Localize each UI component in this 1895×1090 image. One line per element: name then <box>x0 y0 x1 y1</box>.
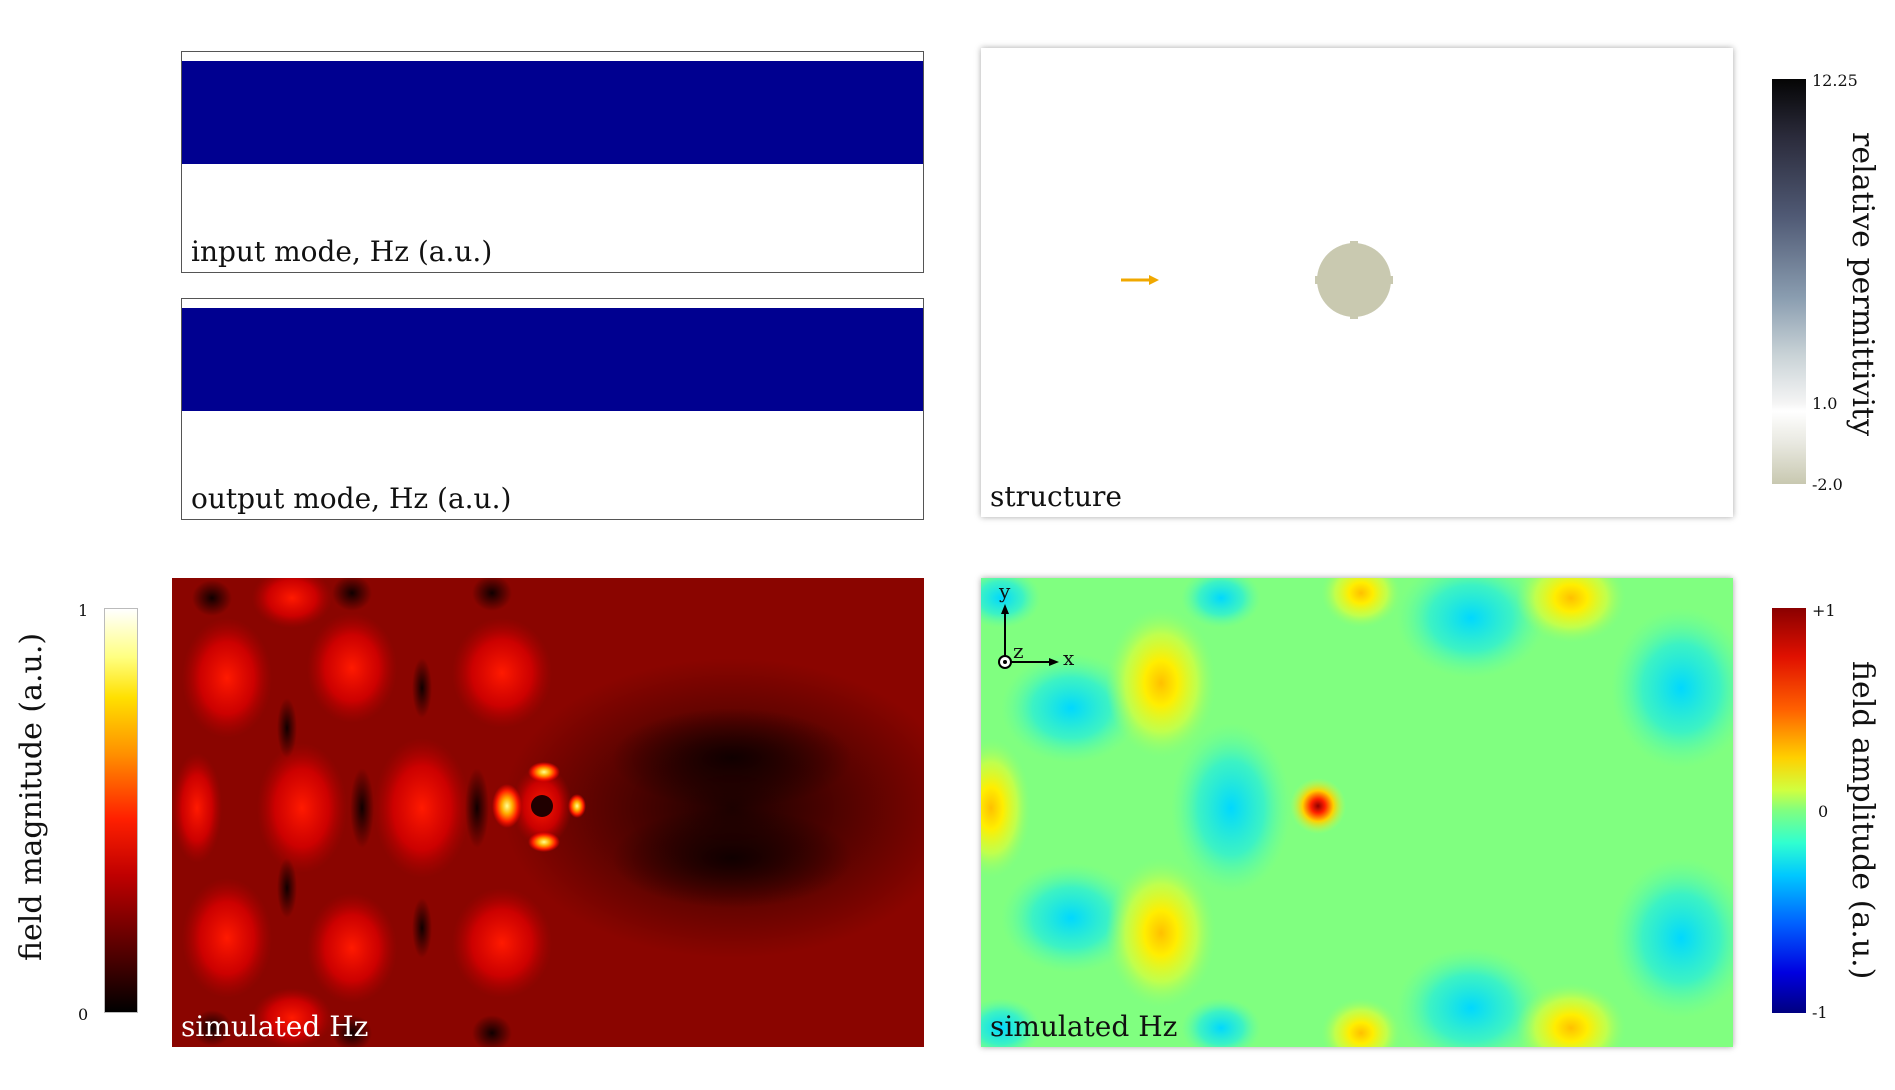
amplitude-tick-zero: 0 <box>1818 802 1829 821</box>
magnitude-panel: simulated Hz <box>172 578 924 1047</box>
source-arrow-icon <box>1121 275 1159 285</box>
output-mode-label: output mode, Hz (a.u.) <box>191 482 512 515</box>
magnitude-tick-min: 0 <box>78 1005 89 1024</box>
axis-triad-icon <box>998 604 1059 669</box>
scatterer-hotspots <box>492 762 586 852</box>
amplitude-field-map <box>981 578 1733 1047</box>
input-mode-profile <box>182 61 923 164</box>
magnitude-tick-max: 1 <box>78 601 89 620</box>
structure-panel: structure <box>981 48 1733 517</box>
permittivity-colorbar <box>1772 79 1806 484</box>
permittivity-tick-max: 12.25 <box>1812 71 1858 90</box>
magnitude-label: simulated Hz <box>181 1010 369 1043</box>
lobe-pattern <box>172 578 552 1047</box>
axis-label-x: x <box>1063 646 1075 670</box>
scatterer-hotspot <box>1290 778 1346 834</box>
amplitude-colorbar <box>1772 608 1806 1013</box>
input-mode-panel: input mode, Hz (a.u.) <box>181 51 924 273</box>
output-mode-panel: output mode, Hz (a.u.) <box>181 298 924 520</box>
output-mode-profile <box>182 308 923 411</box>
magnitude-colorbar <box>104 608 138 1013</box>
permittivity-axis-title: relative permittivity <box>1845 132 1880 437</box>
scatterer-disk <box>1315 241 1393 319</box>
amplitude-axis-title: field amplitude (a.u.) <box>1845 661 1880 980</box>
amplitude-tick-max: +1 <box>1812 601 1836 620</box>
dark-nodes <box>192 578 512 1047</box>
axis-label-y: y <box>999 579 1011 603</box>
amplitude-tick-min: -1 <box>1812 1003 1828 1022</box>
positive-lobes <box>981 578 1626 1047</box>
amplitude-panel: y z x simulated Hz <box>981 578 1733 1047</box>
negative-lobes <box>981 578 1733 1047</box>
permittivity-tick-mid: 1.0 <box>1812 394 1838 413</box>
structure-canvas <box>1121 241 1393 319</box>
amplitude-label: simulated Hz <box>990 1010 1178 1043</box>
permittivity-tick-min: -2.0 <box>1812 475 1843 494</box>
structure-label: structure <box>990 480 1122 513</box>
magnitude-field-map <box>172 578 924 1047</box>
axis-label-z: z <box>1013 639 1024 663</box>
magnitude-axis-title: field magnitude (a.u.) <box>14 632 49 961</box>
input-mode-label: input mode, Hz (a.u.) <box>191 235 493 268</box>
